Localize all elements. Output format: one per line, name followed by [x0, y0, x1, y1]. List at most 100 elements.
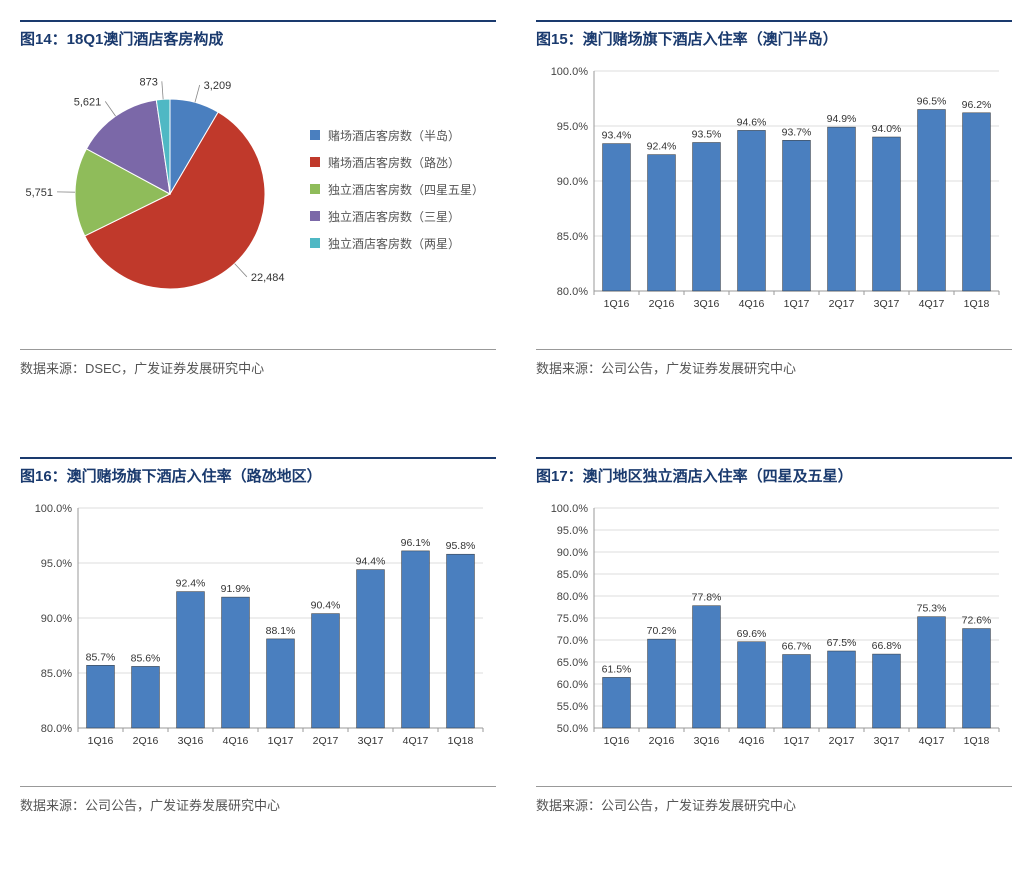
legend-label: 独立酒店客房数（四星五星） — [328, 181, 484, 198]
svg-text:3,209: 3,209 — [204, 80, 232, 92]
svg-text:3Q16: 3Q16 — [694, 298, 720, 310]
svg-text:85.0%: 85.0% — [557, 231, 588, 243]
legend-item: 独立酒店客房数（三星） — [310, 208, 496, 225]
chart-grid: 图14：18Q1澳门酒店客房构成 3,209 22,484 5,751 5,621 87… — [20, 20, 1012, 814]
svg-text:4Q16: 4Q16 — [739, 298, 765, 310]
svg-text:75.3%: 75.3% — [917, 603, 947, 615]
svg-text:90.4%: 90.4% — [311, 600, 341, 612]
svg-text:65.0%: 65.0% — [557, 657, 588, 669]
title-bar: 图17：澳门地区独立酒店入住率（四星及五星） — [536, 457, 1012, 496]
svg-text:2Q16: 2Q16 — [649, 298, 675, 310]
legend-swatch — [310, 130, 320, 140]
svg-text:4Q17: 4Q17 — [403, 735, 429, 747]
svg-text:92.4%: 92.4% — [647, 141, 677, 153]
svg-text:5,751: 5,751 — [25, 187, 53, 199]
svg-text:2Q16: 2Q16 — [133, 735, 159, 747]
svg-text:873: 873 — [139, 76, 157, 88]
svg-text:67.5%: 67.5% — [827, 637, 857, 649]
svg-text:55.0%: 55.0% — [557, 701, 588, 713]
panel-title: 图17：澳门地区独立酒店入住率（四星及五星） — [536, 468, 853, 485]
svg-text:2Q17: 2Q17 — [829, 298, 855, 310]
svg-text:1Q17: 1Q17 — [784, 298, 810, 310]
legend-label: 独立酒店客房数（三星） — [328, 208, 460, 225]
bar-chart: 50.0%55.0%60.0%65.0%70.0%75.0%80.0%85.0%… — [536, 496, 1012, 756]
svg-text:80.0%: 80.0% — [41, 723, 72, 735]
title-bar: 图16：澳门赌场旗下酒店入住率（路氹地区） — [20, 457, 496, 496]
svg-text:2Q17: 2Q17 — [829, 735, 855, 747]
legend-label: 赌场酒店客房数（路氹） — [328, 154, 460, 171]
svg-text:61.5%: 61.5% — [602, 663, 632, 675]
chart-area-bar: 80.0%85.0%90.0%95.0%100.0%93.4%1Q1692.4%… — [536, 59, 1012, 319]
svg-text:3Q17: 3Q17 — [874, 735, 900, 747]
pie-legend: 赌场酒店客房数（半岛）赌场酒店客房数（路氹）独立酒店客房数（四星五星）独立酒店客… — [310, 117, 496, 262]
svg-text:77.8%: 77.8% — [692, 592, 722, 604]
legend-item: 独立酒店客房数（两星） — [310, 235, 496, 252]
svg-text:90.0%: 90.0% — [41, 613, 72, 625]
svg-text:3Q17: 3Q17 — [358, 735, 384, 747]
svg-text:66.7%: 66.7% — [782, 641, 812, 653]
svg-text:70.2%: 70.2% — [647, 625, 677, 637]
chart-area-pie: 3,20922,4845,7515,621873 赌场酒店客房数（半岛）赌场酒店… — [20, 59, 496, 319]
source-bar: 数据来源：DSEC，广发证券发展研究中心 — [20, 349, 496, 377]
svg-text:94.4%: 94.4% — [356, 556, 386, 568]
svg-text:95.0%: 95.0% — [41, 558, 72, 570]
svg-text:94.9%: 94.9% — [827, 113, 857, 125]
svg-text:1Q16: 1Q16 — [88, 735, 114, 747]
panel-title: 图15：澳门赌场旗下酒店入住率（澳门半岛） — [536, 31, 838, 48]
title-bar: 图15：澳门赌场旗下酒店入住率（澳门半岛） — [536, 20, 1012, 59]
svg-text:93.7%: 93.7% — [782, 126, 812, 138]
bar-chart: 80.0% 85.0% 90.0% 95.0% 100.0% 85.7% 1Q16 85.6%… — [20, 496, 496, 756]
legend-item: 赌场酒店客房数（路氹） — [310, 154, 496, 171]
svg-text:5,621: 5,621 — [74, 96, 102, 108]
svg-text:22,484: 22,484 — [251, 272, 285, 284]
svg-text:1Q18: 1Q18 — [964, 298, 990, 310]
svg-text:85.7%: 85.7% — [86, 651, 116, 663]
panel-fig16: 图16：澳门赌场旗下酒店入住率（路氹地区） 80.0% 85.0% 90.0% 95.… — [20, 457, 496, 814]
svg-text:4Q16: 4Q16 — [223, 735, 249, 747]
svg-text:1Q16: 1Q16 — [604, 735, 630, 747]
svg-text:1Q18: 1Q18 — [448, 735, 474, 747]
chart-area-bar: 80.0% 85.0% 90.0% 95.0% 100.0% 85.7% 1Q16 85.6%… — [20, 496, 496, 756]
legend-swatch — [310, 157, 320, 167]
svg-text:60.0%: 60.0% — [557, 679, 588, 691]
svg-text:66.8%: 66.8% — [872, 640, 902, 652]
legend-swatch — [310, 238, 320, 248]
svg-text:1Q17: 1Q17 — [268, 735, 294, 747]
svg-text:70.0%: 70.0% — [557, 635, 588, 647]
source-text: 数据来源：公司公告，广发证券发展研究中心 — [536, 798, 796, 813]
svg-text:100.0%: 100.0% — [551, 66, 589, 78]
svg-text:75.0%: 75.0% — [557, 613, 588, 625]
svg-text:94.6%: 94.6% — [737, 116, 767, 128]
svg-text:2Q17: 2Q17 — [313, 735, 339, 747]
svg-text:95.0%: 95.0% — [557, 525, 588, 537]
legend-item: 独立酒店客房数（四星五星） — [310, 181, 496, 198]
svg-text:96.1%: 96.1% — [401, 537, 431, 549]
svg-text:1Q17: 1Q17 — [784, 735, 810, 747]
source-text: 数据来源：DSEC，广发证券发展研究中心 — [20, 361, 264, 376]
pie-chart: 3,209 22,484 5,751 5,621 873 — [20, 69, 300, 309]
svg-text:80.0%: 80.0% — [557, 286, 588, 298]
svg-text:2Q16: 2Q16 — [649, 735, 675, 747]
source-bar: 数据来源：公司公告，广发证券发展研究中心 — [20, 786, 496, 814]
panel-title: 图16：澳门赌场旗下酒店入住率（路氹地区） — [20, 468, 322, 485]
svg-text:85.6%: 85.6% — [131, 652, 161, 664]
title-bar: 图14：18Q1澳门酒店客房构成 — [20, 20, 496, 59]
svg-text:90.0%: 90.0% — [557, 547, 588, 559]
legend-label: 独立酒店客房数（两星） — [328, 235, 460, 252]
source-text: 数据来源：公司公告，广发证券发展研究中心 — [20, 798, 280, 813]
svg-text:4Q16: 4Q16 — [739, 735, 765, 747]
panel-fig17: 图17：澳门地区独立酒店入住率（四星及五星） 50.0%55.0%60.0%65… — [536, 457, 1012, 814]
svg-text:100.0%: 100.0% — [35, 503, 73, 515]
chart-area-bar: 50.0%55.0%60.0%65.0%70.0%75.0%80.0%85.0%… — [536, 496, 1012, 756]
svg-text:96.5%: 96.5% — [917, 96, 947, 108]
svg-text:90.0%: 90.0% — [557, 176, 588, 188]
svg-text:85.0%: 85.0% — [557, 569, 588, 581]
panel-fig14: 图14：18Q1澳门酒店客房构成 3,209 22,484 5,751 5,621 87… — [20, 20, 496, 377]
source-bar: 数据来源：公司公告，广发证券发展研究中心 — [536, 349, 1012, 377]
svg-text:4Q17: 4Q17 — [919, 735, 945, 747]
svg-text:4Q17: 4Q17 — [919, 298, 945, 310]
bar-chart: 80.0%85.0%90.0%95.0%100.0%93.4%1Q1692.4%… — [536, 59, 1012, 319]
svg-text:85.0%: 85.0% — [41, 668, 72, 680]
svg-text:3Q16: 3Q16 — [178, 735, 204, 747]
svg-text:94.0%: 94.0% — [872, 123, 902, 135]
